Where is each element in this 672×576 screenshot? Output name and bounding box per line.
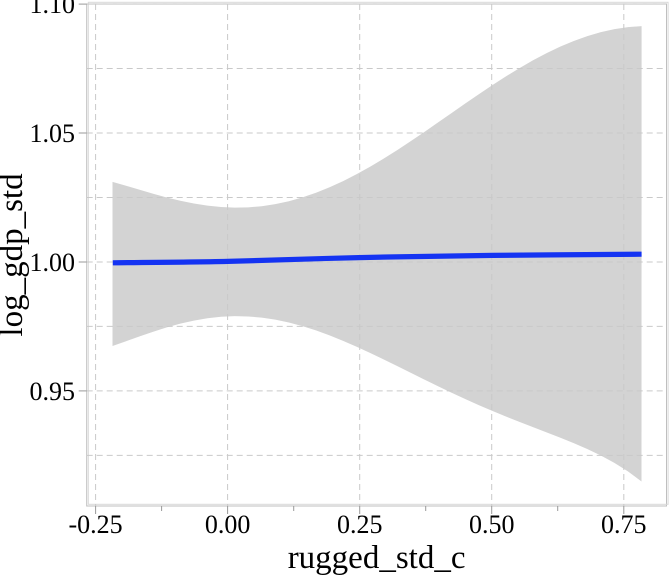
svg-text:0.95: 0.95 — [30, 377, 76, 406]
svg-text:rugged_std_c: rugged_std_c — [288, 540, 466, 576]
svg-text:-0.25: -0.25 — [69, 510, 123, 539]
svg-text:0.50: 0.50 — [469, 510, 515, 539]
svg-text:1.00: 1.00 — [30, 248, 76, 277]
svg-text:1.10: 1.10 — [30, 0, 76, 19]
svg-text:0.25: 0.25 — [337, 510, 383, 539]
svg-text:0.75: 0.75 — [601, 510, 647, 539]
svg-text:0.00: 0.00 — [205, 510, 251, 539]
svg-text:1.05: 1.05 — [30, 119, 76, 148]
svg-text:log_gdp_std: log_gdp_std — [0, 173, 30, 337]
